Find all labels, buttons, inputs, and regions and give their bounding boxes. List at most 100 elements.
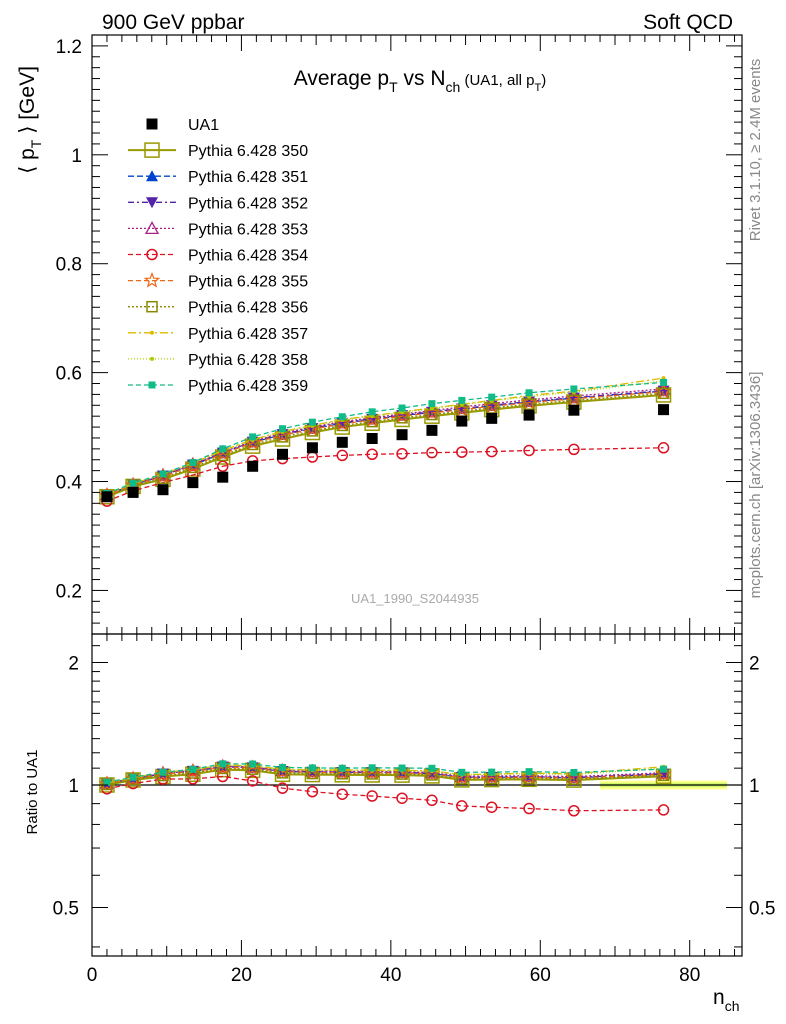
- series-354-line: [106, 447, 664, 502]
- series-359-point: [488, 393, 496, 401]
- legend-355-label: Pythia 6.428 355: [188, 274, 308, 291]
- series-356-line: [106, 392, 664, 497]
- data-point-ua1: [277, 448, 289, 460]
- series-354-ratio-point: [657, 804, 670, 816]
- series-356: [101, 387, 670, 791]
- data-point-ua1: [456, 415, 468, 427]
- x-axis-title: nch: [713, 986, 739, 1014]
- ratio-tick-label: 0.5: [53, 898, 79, 919]
- title-main: Average p: [294, 67, 389, 90]
- series-359-ratio-point: [525, 768, 533, 776]
- y-tick-label: 0.8: [56, 255, 82, 276]
- series-354: [101, 442, 670, 817]
- series-353-line: [106, 388, 664, 496]
- series-359-point: [458, 396, 466, 404]
- header-left-label: 900 GeV ppbar: [102, 11, 244, 34]
- series-359-ratio-point: [159, 768, 167, 776]
- series-354-ratio-point: [485, 801, 498, 813]
- ratio-tick-label-right: 2: [749, 654, 760, 675]
- series-354-ratio-point: [568, 805, 580, 817]
- series-354-point: [216, 460, 229, 473]
- series-354-ratio-line: [106, 775, 664, 812]
- data-point-ua1: [486, 412, 498, 424]
- svg-text:nch: nch: [713, 986, 739, 1014]
- rivet-version-label: Rivet 3.1.10, ≥ 2.4M events: [747, 59, 764, 242]
- y-tick-label: 0.6: [56, 364, 82, 385]
- series-359-point: [129, 479, 137, 487]
- y-axis-title-tail: ⟩ [GeV]: [16, 66, 39, 140]
- data-point-ua1: [306, 442, 318, 454]
- x-tick-label: 80: [679, 965, 700, 986]
- series-354-ratio-point: [306, 785, 319, 798]
- series-359-point: [398, 404, 406, 412]
- data-point-ua1: [127, 486, 139, 498]
- series-354-ratio-point: [187, 773, 199, 785]
- svg-text:Average pT vs Nch (UA1, all pT: Average pT vs Nch (UA1, all pT): [294, 67, 547, 95]
- chart-title: Average pT vs Nch (UA1, all pT): [294, 67, 547, 95]
- series-354-point: [568, 443, 580, 456]
- mcplots-reference-label: mcplots.cern.ch [arXiv:1306.3436]: [747, 372, 764, 599]
- data-point-ua1: [568, 404, 580, 416]
- series-359-point: [189, 458, 197, 466]
- legend-350-label: Pythia 6.428 350: [188, 143, 308, 160]
- series-359-point: [428, 400, 436, 408]
- series-359-point: [219, 445, 227, 453]
- y-tick-label: 0.4: [56, 473, 83, 494]
- title-small: (UA1, all p: [460, 72, 534, 89]
- data-point-ua1: [366, 433, 378, 445]
- series-356-point: [523, 398, 535, 410]
- series-352: [100, 385, 670, 790]
- data-point-ua1: [217, 471, 229, 483]
- legend-354-label: Pythia 6.428 354: [188, 248, 308, 265]
- title-sub-1: T: [389, 79, 398, 95]
- series-354-ratio-point: [426, 794, 438, 807]
- svg-text:⟨ pT ⟩ [GeV]: ⟨ pT ⟩ [GeV]: [16, 66, 44, 174]
- legend-353-marker: [144, 221, 160, 235]
- series-359-line: [106, 381, 664, 495]
- series-354-ratio-point: [456, 800, 468, 812]
- series-355-ratio-line: [106, 766, 664, 785]
- legend-marker-ua1: [146, 118, 158, 130]
- y-tick-label: 1: [71, 146, 82, 167]
- series-359-ratio-point: [189, 765, 197, 773]
- title-sub-3: T: [535, 82, 542, 94]
- y-axis-title-sub: T: [28, 139, 44, 148]
- series-359-ratio-point: [279, 763, 287, 771]
- header-right-label: Soft QCD: [643, 11, 733, 34]
- data-point-ua1: [157, 484, 169, 496]
- legend-label-ua1: UA1: [188, 117, 219, 134]
- x-tick-label: 40: [380, 965, 401, 986]
- data-point-ua1: [426, 424, 438, 436]
- series-358: [104, 378, 666, 786]
- series-354-point: [485, 445, 498, 458]
- legend-358-label: Pythia 6.428 358: [188, 352, 308, 369]
- series-359-point: [308, 418, 316, 426]
- ratio-plot-frame: [91, 633, 743, 957]
- data-point-ua1: [187, 477, 199, 489]
- legend-351-marker: [146, 170, 158, 182]
- series-359-ratio-point: [103, 778, 111, 786]
- series-359-ratio-point: [660, 765, 668, 773]
- data-point-ua1: [101, 491, 113, 503]
- x-tick-label: 20: [231, 965, 252, 986]
- series-354-point: [456, 446, 468, 458]
- series-359-point: [279, 425, 287, 433]
- series-354-point: [366, 448, 378, 461]
- ratio-tick-label-right: 1: [749, 776, 760, 797]
- series-359-point: [660, 378, 668, 386]
- series-356-ratio-line: [106, 767, 664, 786]
- series-354-ratio-point: [396, 792, 408, 804]
- legend-353-label: Pythia 6.428 353: [188, 221, 308, 238]
- legend-359-marker: [148, 381, 156, 389]
- series-359-ratio-point: [249, 760, 257, 768]
- x-tick-label: 60: [530, 965, 551, 986]
- series-359-point: [570, 385, 578, 393]
- legend-354-marker: [146, 248, 158, 261]
- y-axis-title: ⟨ pT ⟩ [GeV]: [16, 66, 44, 174]
- ratio-tick-label: 2: [68, 654, 79, 675]
- series-359-point: [338, 413, 346, 421]
- series-354-point: [396, 448, 408, 460]
- title-mid: vs N: [398, 67, 446, 90]
- series-356-point: [657, 387, 670, 400]
